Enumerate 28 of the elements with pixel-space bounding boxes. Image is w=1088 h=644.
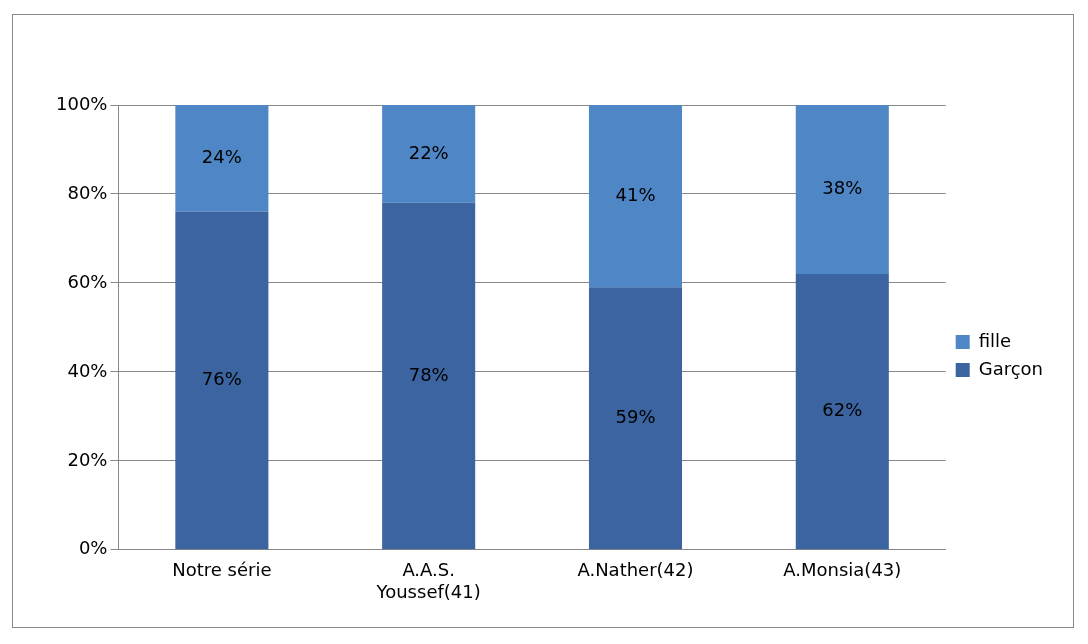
x-tick-label: A.A.S. Youssef(41) [375, 559, 481, 602]
data-label: 78% [408, 363, 449, 385]
y-tick-label: 100% [55, 92, 108, 114]
bar [175, 211, 269, 550]
data-label: 62% [822, 399, 863, 421]
bar [795, 274, 889, 550]
x-tick-label: Notre série [172, 559, 272, 581]
bar [382, 202, 476, 550]
data-label: 22% [408, 141, 449, 163]
legend-label: fille [978, 329, 1012, 351]
y-tick-label: 40% [67, 359, 108, 381]
legend-label: Garçon [978, 357, 1044, 379]
y-tick-label: 20% [67, 448, 108, 470]
x-tick-label: A.Nather(42) [577, 559, 694, 581]
data-label: 24% [201, 146, 242, 168]
x-tick-label: A.Monsia(43) [783, 559, 902, 581]
y-tick-label: 0% [78, 537, 108, 559]
bar [795, 105, 889, 275]
y-tick-label: 80% [67, 181, 108, 203]
bar [588, 105, 683, 288]
bar [588, 287, 683, 550]
data-label: 41% [615, 183, 656, 205]
data-label: 38% [822, 177, 863, 199]
data-label: 76% [201, 368, 242, 390]
bar [175, 105, 269, 212]
data-label: 59% [615, 406, 656, 428]
y-tick-label: 60% [67, 270, 108, 292]
bar [382, 105, 476, 203]
